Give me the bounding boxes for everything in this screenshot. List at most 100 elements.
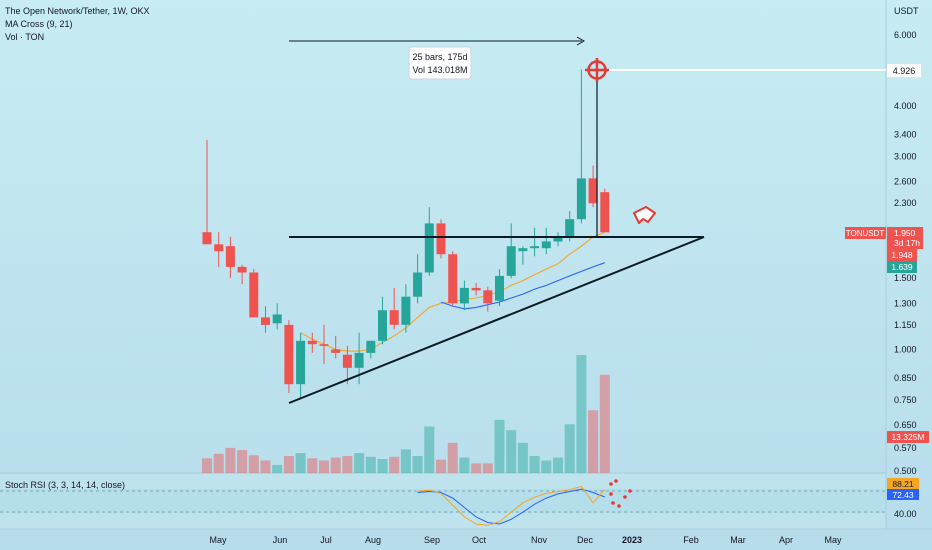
candle-body[interactable] xyxy=(389,310,399,325)
volume-bar xyxy=(424,426,435,473)
last-price-label: 1.950 xyxy=(894,228,916,238)
stoch-rsi-label[interactable]: Stoch RSI (3, 3, 14, 14, close) xyxy=(5,480,125,490)
candle-body[interactable] xyxy=(588,178,598,204)
time-axis[interactable]: May Jun Jul Aug Sep Oct Nov Dec 2023 Feb Mar Apr May xyxy=(209,535,842,545)
candle-body[interactable] xyxy=(448,254,458,304)
candle-body[interactable] xyxy=(600,192,610,233)
candle-body[interactable] xyxy=(506,246,516,276)
price-unit: USDT xyxy=(894,6,919,16)
target-price-label: 4.926 xyxy=(893,66,916,76)
volume-label[interactable]: Vol · TON xyxy=(5,32,44,42)
candle-body[interactable] xyxy=(424,223,434,273)
volume-bar xyxy=(237,450,248,473)
volume-bars xyxy=(202,355,610,474)
volume-bar xyxy=(494,419,505,473)
candle-body[interactable] xyxy=(541,241,551,249)
candle-body[interactable] xyxy=(319,344,329,346)
volume-bar xyxy=(564,424,575,473)
candle-body[interactable] xyxy=(296,340,306,385)
rsi-k-label: 88.21 xyxy=(892,479,914,489)
rsi-d-tag xyxy=(887,489,919,500)
time-tick-label: Mar xyxy=(730,535,746,545)
price-tick-label: 1.500 xyxy=(894,273,917,283)
symbol-tag xyxy=(845,227,886,239)
candle-body[interactable] xyxy=(284,324,294,385)
time-tick-label: Jun xyxy=(273,535,288,545)
candle-body[interactable] xyxy=(530,246,540,249)
measure-tooltip xyxy=(408,46,472,80)
rsi-k-line xyxy=(417,485,606,526)
volume-bar xyxy=(272,464,283,473)
candle-body[interactable] xyxy=(483,290,493,304)
candle-body[interactable] xyxy=(331,349,341,353)
candle-body[interactable] xyxy=(261,317,270,325)
candles[interactable] xyxy=(202,69,610,398)
ma-cross-label[interactable]: MA Cross (9, 21) xyxy=(5,19,73,29)
candle-body[interactable] xyxy=(237,266,247,273)
price-tick-label: 2.300 xyxy=(894,198,917,208)
time-tick-label: Nov xyxy=(531,535,548,545)
rsi-d-line xyxy=(417,488,605,525)
price-tick-label: 2.600 xyxy=(894,177,917,187)
price-tick-label: 3.000 xyxy=(894,152,917,162)
volume-bar xyxy=(342,456,353,473)
candle-body[interactable] xyxy=(225,246,235,267)
candle-body[interactable] xyxy=(471,287,481,291)
candle-body[interactable] xyxy=(553,236,563,242)
candle-body[interactable] xyxy=(249,272,259,318)
symbol-tag-label: TONUSDT xyxy=(846,229,885,238)
candle-body[interactable] xyxy=(459,287,469,304)
time-tick-label: Apr xyxy=(779,535,793,545)
price-tick-label: 0.650 xyxy=(894,420,917,430)
volume-bar xyxy=(354,453,365,473)
time-tick-label: Dec xyxy=(577,535,594,545)
volume-bar xyxy=(213,453,224,473)
candle-body[interactable] xyxy=(354,352,364,368)
price-tick-label: 4.000 xyxy=(894,101,917,111)
candle-body[interactable] xyxy=(202,232,212,245)
target-price-tag xyxy=(887,64,921,77)
measure-arrow-head xyxy=(576,36,586,46)
ma-fast-tag xyxy=(887,249,917,261)
candle-body[interactable] xyxy=(401,296,411,325)
volume-bar xyxy=(202,458,212,474)
volume-bar xyxy=(225,447,236,473)
ascending-trendline[interactable] xyxy=(288,236,705,404)
volume-bar xyxy=(482,463,493,473)
candle-body[interactable] xyxy=(436,223,446,255)
volume-bar xyxy=(412,456,423,473)
measure-vol-text: Vol 143.018M xyxy=(412,65,467,75)
volume-bar xyxy=(541,460,552,473)
candle-body[interactable] xyxy=(366,340,376,353)
candle-body[interactable] xyxy=(342,354,352,368)
countdown-label: 3d 17h xyxy=(894,238,920,248)
candle-body[interactable] xyxy=(272,314,282,324)
candle-body[interactable] xyxy=(413,272,423,297)
target-crosshair-icon[interactable] xyxy=(585,58,609,82)
candle-body[interactable] xyxy=(565,219,575,237)
price-tick-label: 6.000 xyxy=(894,30,917,40)
candle-body[interactable] xyxy=(495,275,504,301)
stoch-rsi-lines xyxy=(417,485,606,526)
ma-slow-label: 1.639 xyxy=(891,262,913,272)
volume-value-label: 13.325M xyxy=(891,432,924,442)
volume-bar xyxy=(436,459,446,473)
candle-body[interactable] xyxy=(576,178,586,220)
volume-bar xyxy=(506,430,517,473)
volume-bar xyxy=(599,374,610,473)
candle-body[interactable] xyxy=(214,244,224,252)
candle-body[interactable] xyxy=(378,310,387,341)
measure-bars-text: 25 bars, 175d xyxy=(412,52,467,62)
price-tick-label: 0.850 xyxy=(894,373,917,383)
symbol-title[interactable]: The Open Network/Tether, 1W, OKX xyxy=(5,6,150,16)
time-tick-label: Sep xyxy=(424,535,440,545)
rsi-red-dots xyxy=(609,479,632,508)
candle-body[interactable] xyxy=(518,248,528,252)
price-tick-label: 0.750 xyxy=(894,395,917,405)
candle-body[interactable] xyxy=(307,340,317,345)
price-axis[interactable]: 6.000 4.000 3.400 3.000 2.600 2.300 1.500 1.300… xyxy=(894,30,917,476)
last-price-tag xyxy=(887,227,923,249)
volume-bar xyxy=(307,458,318,474)
volume-bar xyxy=(389,456,400,473)
